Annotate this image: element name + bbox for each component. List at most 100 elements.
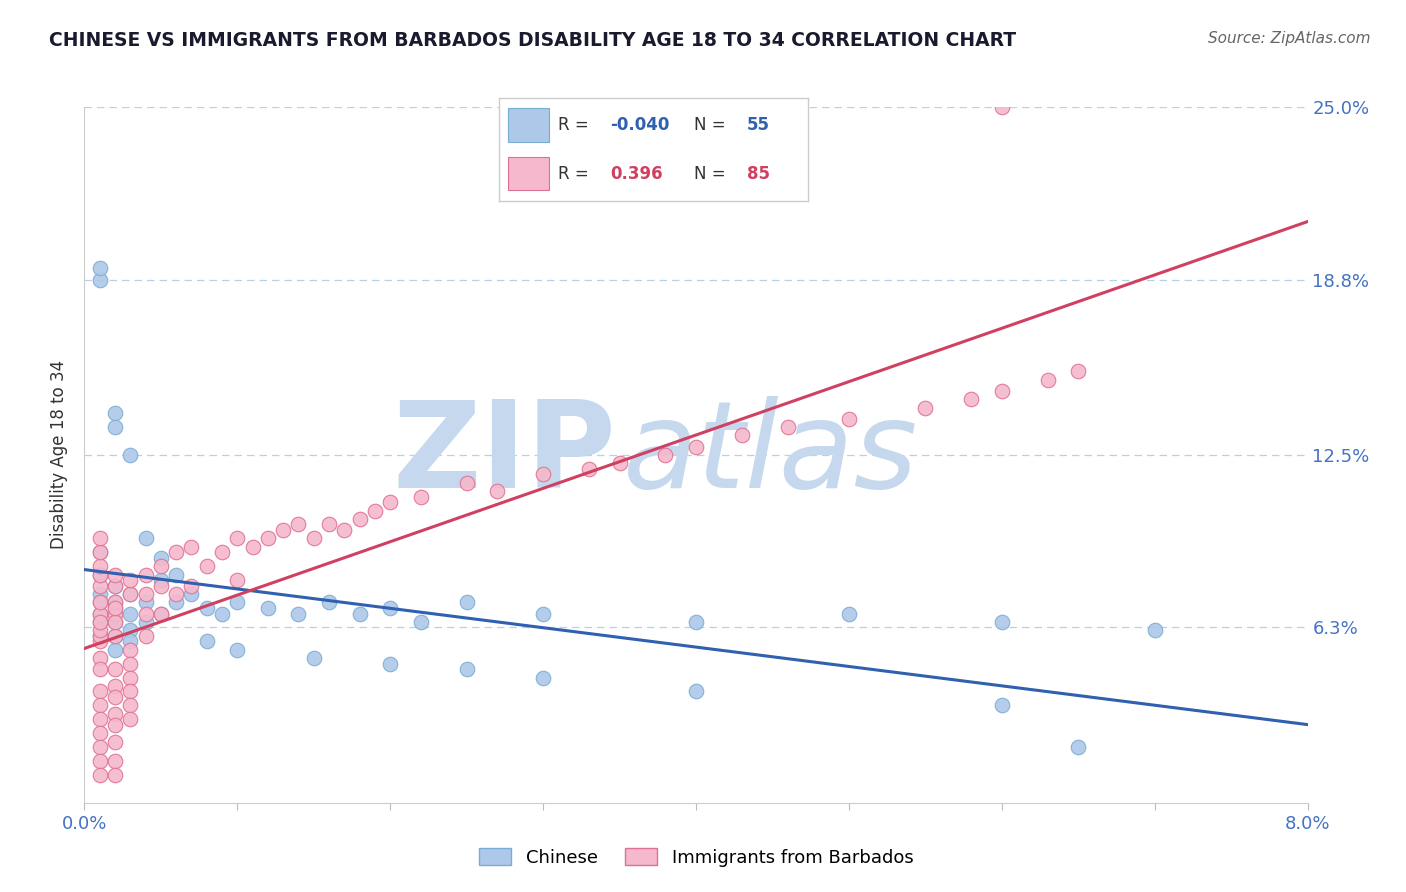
Point bbox=[120, 712, 142, 726]
Point bbox=[89, 579, 111, 593]
Text: 55: 55 bbox=[747, 116, 769, 135]
Point bbox=[120, 671, 142, 685]
Text: R =: R = bbox=[558, 164, 593, 183]
Point bbox=[104, 679, 127, 693]
Point bbox=[195, 601, 218, 615]
Point bbox=[456, 475, 478, 490]
Point bbox=[380, 601, 402, 615]
Point bbox=[409, 490, 432, 504]
Point bbox=[380, 495, 402, 509]
Y-axis label: Disability Age 18 to 34: Disability Age 18 to 34 bbox=[51, 360, 69, 549]
Point bbox=[195, 634, 218, 648]
Point bbox=[104, 595, 127, 609]
Point bbox=[89, 768, 111, 782]
Point bbox=[531, 607, 554, 621]
Point bbox=[120, 607, 142, 621]
Point bbox=[104, 734, 127, 748]
Point bbox=[120, 573, 142, 587]
Point bbox=[89, 615, 111, 629]
Bar bbox=[509, 157, 548, 190]
Point bbox=[318, 517, 340, 532]
Point bbox=[89, 726, 111, 740]
Point bbox=[89, 532, 111, 546]
Point bbox=[838, 411, 860, 425]
Text: atlas: atlas bbox=[623, 396, 918, 514]
Point bbox=[165, 595, 187, 609]
Point bbox=[89, 545, 111, 559]
Point bbox=[104, 629, 127, 643]
Point bbox=[333, 523, 356, 537]
Point bbox=[409, 615, 432, 629]
Point bbox=[104, 601, 127, 615]
Point bbox=[89, 607, 111, 621]
Point bbox=[89, 615, 111, 629]
Point bbox=[914, 401, 936, 415]
Point bbox=[89, 567, 111, 582]
Point bbox=[149, 607, 172, 621]
Point bbox=[226, 573, 249, 587]
Point bbox=[89, 559, 111, 574]
Point bbox=[89, 272, 111, 286]
Point bbox=[89, 587, 111, 601]
Point bbox=[302, 651, 325, 665]
Point bbox=[104, 690, 127, 704]
Point bbox=[89, 662, 111, 676]
Point bbox=[89, 624, 111, 638]
Point bbox=[165, 587, 187, 601]
Point bbox=[776, 420, 799, 434]
Text: 0.396: 0.396 bbox=[610, 164, 664, 183]
Point bbox=[89, 698, 111, 713]
Point bbox=[731, 428, 754, 442]
Point bbox=[104, 754, 127, 768]
Point bbox=[991, 698, 1014, 713]
Point bbox=[89, 567, 111, 582]
Point bbox=[120, 657, 142, 671]
Text: CHINESE VS IMMIGRANTS FROM BARBADOS DISABILITY AGE 18 TO 34 CORRELATION CHART: CHINESE VS IMMIGRANTS FROM BARBADOS DISA… bbox=[49, 31, 1017, 50]
Point bbox=[104, 718, 127, 732]
Point bbox=[89, 629, 111, 643]
Point bbox=[104, 642, 127, 657]
Point bbox=[135, 567, 157, 582]
Point bbox=[195, 559, 218, 574]
Point bbox=[165, 545, 187, 559]
Point bbox=[180, 540, 202, 554]
Text: N =: N = bbox=[695, 116, 731, 135]
Text: ZIP: ZIP bbox=[392, 396, 616, 514]
Point bbox=[135, 629, 157, 643]
Point bbox=[149, 607, 172, 621]
Point bbox=[364, 503, 387, 517]
Point bbox=[104, 567, 127, 582]
Point bbox=[180, 587, 202, 601]
Bar bbox=[509, 108, 548, 142]
Point bbox=[211, 607, 233, 621]
Point bbox=[1067, 740, 1090, 755]
Point bbox=[456, 662, 478, 676]
Point bbox=[685, 440, 707, 454]
Point bbox=[226, 532, 249, 546]
Point bbox=[1036, 373, 1059, 387]
Point bbox=[104, 607, 127, 621]
Point bbox=[89, 684, 111, 698]
Point bbox=[242, 540, 264, 554]
Point bbox=[685, 615, 707, 629]
Point bbox=[135, 595, 157, 609]
Point bbox=[104, 768, 127, 782]
Point bbox=[104, 615, 127, 629]
Point bbox=[89, 634, 111, 648]
Point bbox=[120, 642, 142, 657]
Point bbox=[104, 595, 127, 609]
Point bbox=[380, 657, 402, 671]
Point bbox=[149, 550, 172, 565]
Point bbox=[135, 532, 157, 546]
Point bbox=[838, 607, 860, 621]
Point bbox=[89, 651, 111, 665]
Point bbox=[456, 595, 478, 609]
Point bbox=[349, 512, 371, 526]
Point bbox=[104, 662, 127, 676]
Text: Source: ZipAtlas.com: Source: ZipAtlas.com bbox=[1208, 31, 1371, 46]
Point bbox=[257, 532, 280, 546]
Point bbox=[165, 567, 187, 582]
Point bbox=[104, 406, 127, 420]
Point bbox=[104, 579, 127, 593]
Point bbox=[149, 573, 172, 587]
